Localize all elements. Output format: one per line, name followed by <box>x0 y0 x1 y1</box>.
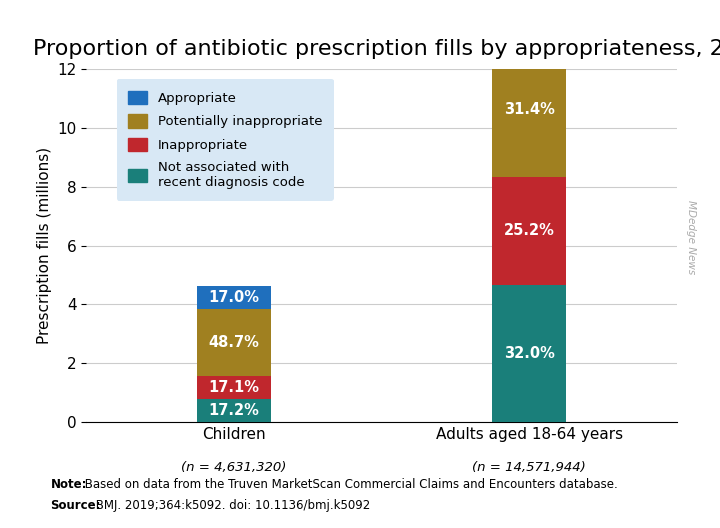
Bar <box>197 309 271 375</box>
Bar <box>492 0 566 42</box>
Text: 25.2%: 25.2% <box>504 223 554 238</box>
Text: 48.7%: 48.7% <box>209 335 259 350</box>
Text: 17.0%: 17.0% <box>209 290 259 305</box>
Text: Source:: Source: <box>50 499 101 512</box>
Text: (n = 4,631,320): (n = 4,631,320) <box>181 461 287 474</box>
Legend: Appropriate, Potentially inappropriate, Inappropriate, Not associated with
recen: Appropriate, Potentially inappropriate, … <box>117 79 334 201</box>
Text: BMJ. 2019;364:k5092. doi: 10.1136/bmj.k5092: BMJ. 2019;364:k5092. doi: 10.1136/bmj.k5… <box>92 499 370 512</box>
Text: Note:: Note: <box>50 478 87 491</box>
Bar <box>197 286 271 309</box>
Bar <box>492 285 566 422</box>
Text: 31.4%: 31.4% <box>504 102 554 117</box>
Text: 17.2%: 17.2% <box>209 403 259 418</box>
Y-axis label: Prescription fills (millions): Prescription fills (millions) <box>37 147 52 344</box>
Bar <box>492 42 566 177</box>
Text: 17.1%: 17.1% <box>209 380 259 395</box>
Text: 11.4%: 11.4% <box>504 10 554 25</box>
Bar <box>197 399 271 422</box>
Text: MDedge News: MDedge News <box>686 201 696 275</box>
Bar <box>492 177 566 285</box>
Text: 32.0%: 32.0% <box>504 346 554 361</box>
Text: (n = 14,571,944): (n = 14,571,944) <box>472 461 586 474</box>
Text: Based on data from the Truven MarketScan Commercial Claims and Encounters databa: Based on data from the Truven MarketScan… <box>81 478 617 491</box>
Text: Proportion of antibiotic prescription fills by appropriateness, 2016: Proportion of antibiotic prescription fi… <box>33 39 720 59</box>
Bar <box>197 375 271 399</box>
